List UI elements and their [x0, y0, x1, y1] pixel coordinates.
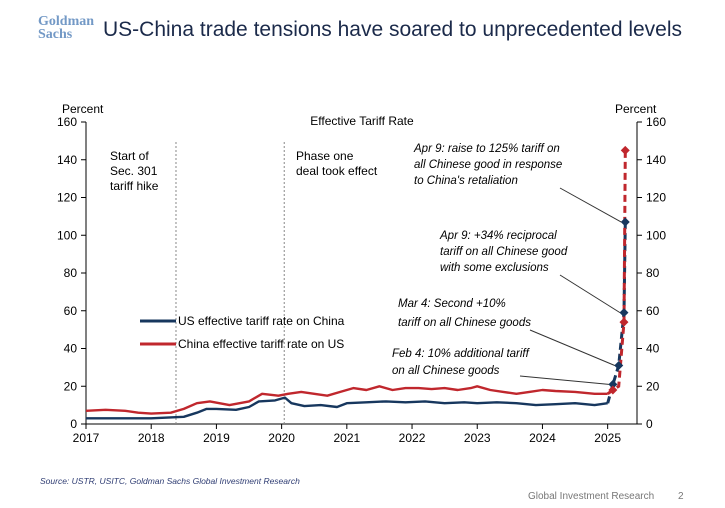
china-series-line: [85, 385, 608, 415]
annotation-line: to China's retaliation: [414, 175, 518, 187]
annotation-leader-line: [519, 375, 609, 385]
y-tick-label-right: 20: [646, 379, 660, 393]
tariff-step-marker: [619, 308, 629, 318]
tariff-step-marker: [620, 145, 630, 155]
chart-title: Effective Tariff Rate: [310, 114, 414, 128]
tariff-step-marker: [619, 317, 629, 327]
x-tick-label: 2021: [333, 431, 360, 445]
annotation-line: with some exclusions: [440, 262, 549, 274]
x-tick-label: 2019: [203, 431, 230, 445]
annotation-leader-line: [529, 329, 615, 366]
x-tick-label: 2017: [73, 431, 100, 445]
legend-label-china: China effective tariff rate on US: [178, 337, 344, 351]
annotation-leader-line: [559, 187, 622, 223]
y-tick-label-right: 160: [646, 115, 666, 129]
footer-brand: Global Investment Research: [528, 491, 655, 502]
annotation: Apr 9: raise to 125% tariff on all Chine…: [413, 143, 562, 187]
y-tick-label-left: 100: [57, 228, 77, 242]
y-tick-label-left: 40: [64, 342, 78, 356]
vline-label-line: Phase one: [296, 149, 354, 163]
y-tick-label-left: 80: [64, 266, 78, 280]
annotation-line: tariff on all Chinese goods: [398, 317, 531, 329]
tariff-step-marker: [608, 379, 618, 389]
y-tick-label-left: 120: [57, 191, 77, 205]
annotation: Feb 4: 10% additional tariff on all Chin…: [392, 348, 531, 377]
y-tick-label-right: 60: [646, 304, 660, 318]
legend-label-us: US effective tariff rate on China: [178, 314, 345, 328]
annotation-leader-line: [559, 274, 621, 314]
legend: US effective tariff rate on China China …: [140, 314, 345, 351]
vline-label-line: Sec. 301: [110, 164, 158, 178]
annotation-line: Feb 4: 10% additional tariff: [392, 348, 531, 360]
y-axis-label-left: Percent: [62, 102, 104, 116]
y-tick-label-left: 140: [57, 153, 77, 167]
vline-label-line: Start of: [110, 149, 149, 163]
tariff-step-marker: [620, 217, 630, 227]
slide-title: US-China trade tensions have soared to u…: [103, 18, 683, 41]
annotation-line: tariff on all Chinese good: [440, 246, 568, 258]
x-tick-label: 2020: [268, 431, 295, 445]
x-tick-label: 2023: [464, 431, 491, 445]
goldman-sachs-logo: Goldman Sachs: [38, 14, 98, 42]
page-number: 2: [678, 491, 684, 502]
y-tick-label-right: 80: [646, 266, 660, 280]
logo-line-1: Goldman: [38, 14, 95, 29]
tariff-step-marker: [614, 360, 624, 370]
vline-label-line: tariff hike: [110, 179, 159, 193]
x-tick-label: 2022: [399, 431, 426, 445]
y-tick-label-left: 20: [64, 379, 78, 393]
annotation-line: Apr 9: +34% reciprocal: [439, 230, 557, 242]
y-tick-label-right: 120: [646, 191, 666, 205]
y-tick-label-left: 60: [64, 304, 78, 318]
y-tick-label-right: 140: [646, 153, 666, 167]
us-series-line: [86, 396, 608, 420]
annotation: Apr 9: +34% reciprocal tariff on all Chi…: [439, 230, 568, 274]
y-tick-label-right: 0: [646, 417, 653, 431]
y-tick-label-left: 160: [57, 115, 77, 129]
x-tick-label: 2024: [529, 431, 556, 445]
annotation-line: all Chinese good in response: [414, 159, 562, 171]
x-tick-label: 2025: [594, 431, 621, 445]
logo-line-2: Sachs: [38, 27, 73, 42]
x-tick-label: 2018: [138, 431, 165, 445]
y-tick-label-right: 40: [646, 342, 660, 356]
source-note: Source: USTR, USITC, Goldman Sachs Globa…: [40, 476, 300, 486]
tariff-step-marker: [608, 385, 618, 395]
annotation-line: Mar 4: Second +10%: [398, 298, 506, 310]
vline-label-line: deal took effect: [296, 164, 378, 178]
y-tick-label-left: 0: [70, 417, 77, 431]
annotation-line: on all Chinese goods: [392, 365, 500, 377]
annotation: Mar 4: Second +10% tariff on all Chinese…: [398, 298, 531, 329]
y-axis-label-right: Percent: [615, 102, 657, 116]
annotation-line: Apr 9: raise to 125% tariff on: [413, 143, 560, 155]
china-series-projection: [606, 150, 627, 396]
y-tick-label-right: 100: [646, 228, 666, 242]
